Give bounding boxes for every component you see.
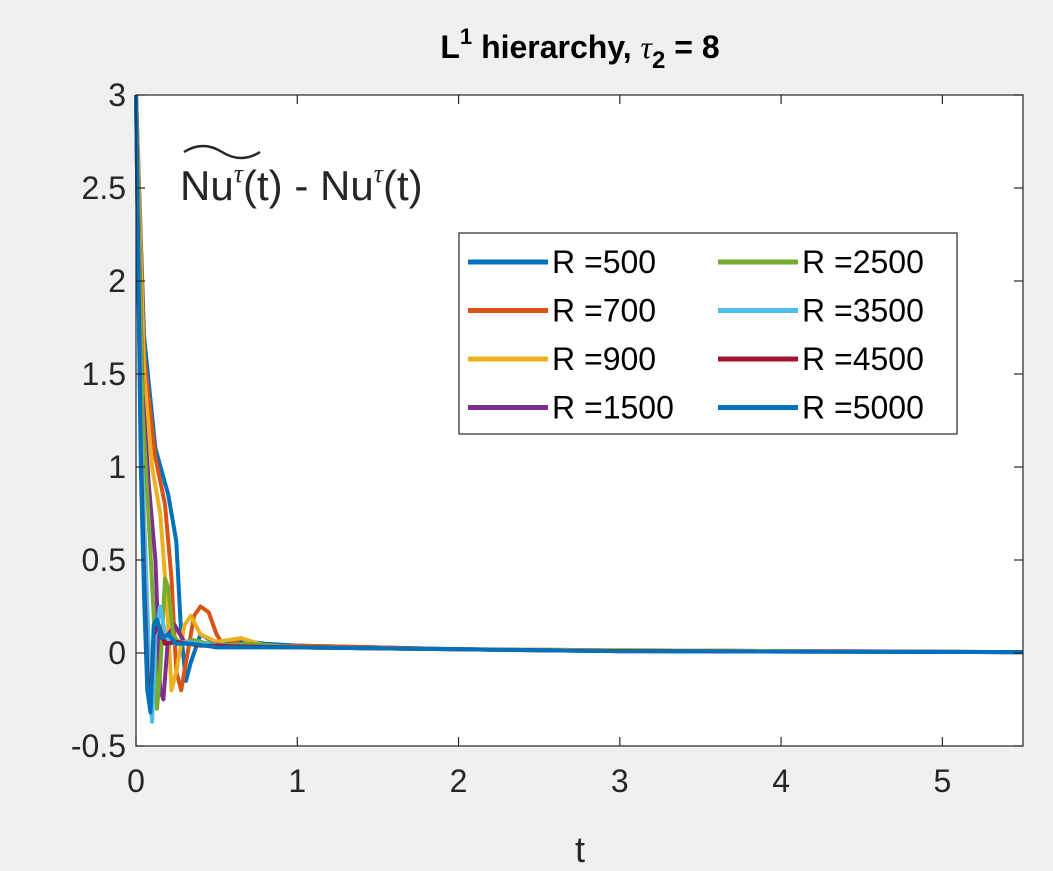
- legend-label: R =2500: [802, 244, 924, 280]
- tilde-mark: [183, 144, 261, 160]
- legend-label: R =500: [552, 244, 656, 280]
- legend-label: R =900: [552, 341, 656, 377]
- annotation-end: (t): [383, 162, 423, 209]
- annotation-main: Nu: [180, 162, 234, 209]
- annotation-text: Nuτ(t) - Nuτ(t): [180, 159, 423, 209]
- x-tick-label: 2: [450, 763, 468, 799]
- y-tick-label: 2: [108, 263, 126, 299]
- legend-label: R =5000: [802, 390, 924, 426]
- y-tick-label: 0: [108, 635, 126, 671]
- title-sup: 1: [460, 24, 472, 49]
- annotation-paren: (t) - Nu: [243, 162, 374, 209]
- annotation-sup: τ: [234, 159, 245, 188]
- series-layer: [134, 94, 1024, 724]
- axes-frame: [135, 94, 1024, 747]
- title-mid: hierarchy,: [472, 29, 640, 65]
- x-tick-label: 4: [772, 763, 790, 799]
- legend-label: R =4500: [802, 341, 924, 377]
- y-tick-label: -0.5: [71, 728, 126, 764]
- y-tick-label: 0.5: [82, 542, 126, 578]
- x-axis-label: t: [575, 829, 585, 870]
- x-tick-label: 0: [127, 763, 145, 799]
- annotation-sup2: τ: [374, 159, 385, 188]
- x-tick-label: 1: [288, 763, 306, 799]
- y-tick-label: 2.5: [82, 170, 126, 206]
- annotation: Nuτ(t) - Nuτ(t): [180, 144, 423, 209]
- legend: R =500 R =700 R =900 R =1500 R =2500 R =3500 R…: [458, 232, 958, 435]
- title-sub: 2: [652, 47, 665, 74]
- y-tick-label: 1: [108, 449, 126, 485]
- legend-items: R =500 R =700 R =900 R =1500 R =2500 R =3500 R…: [468, 244, 924, 426]
- title-greek: τ: [641, 29, 654, 65]
- legend-label: R =700: [552, 293, 656, 329]
- title-tail: = 8: [665, 29, 719, 65]
- y-tick-label: 1.5: [82, 356, 126, 392]
- x-tick-label: 3: [611, 763, 629, 799]
- legend-label: R =3500: [802, 293, 924, 329]
- series-line-7: [134, 94, 1024, 715]
- chart-title: L1 hierarchy, τ2 = 8: [440, 24, 719, 74]
- legend-label: R =1500: [552, 390, 674, 426]
- tick-layer: 0 1 2 3 4 5-0.500.511.522.53: [71, 77, 1023, 799]
- y-tick-label: 3: [108, 77, 126, 113]
- legend-box: [458, 232, 958, 435]
- x-tick-label: 5: [933, 763, 951, 799]
- title-base: L: [440, 29, 460, 65]
